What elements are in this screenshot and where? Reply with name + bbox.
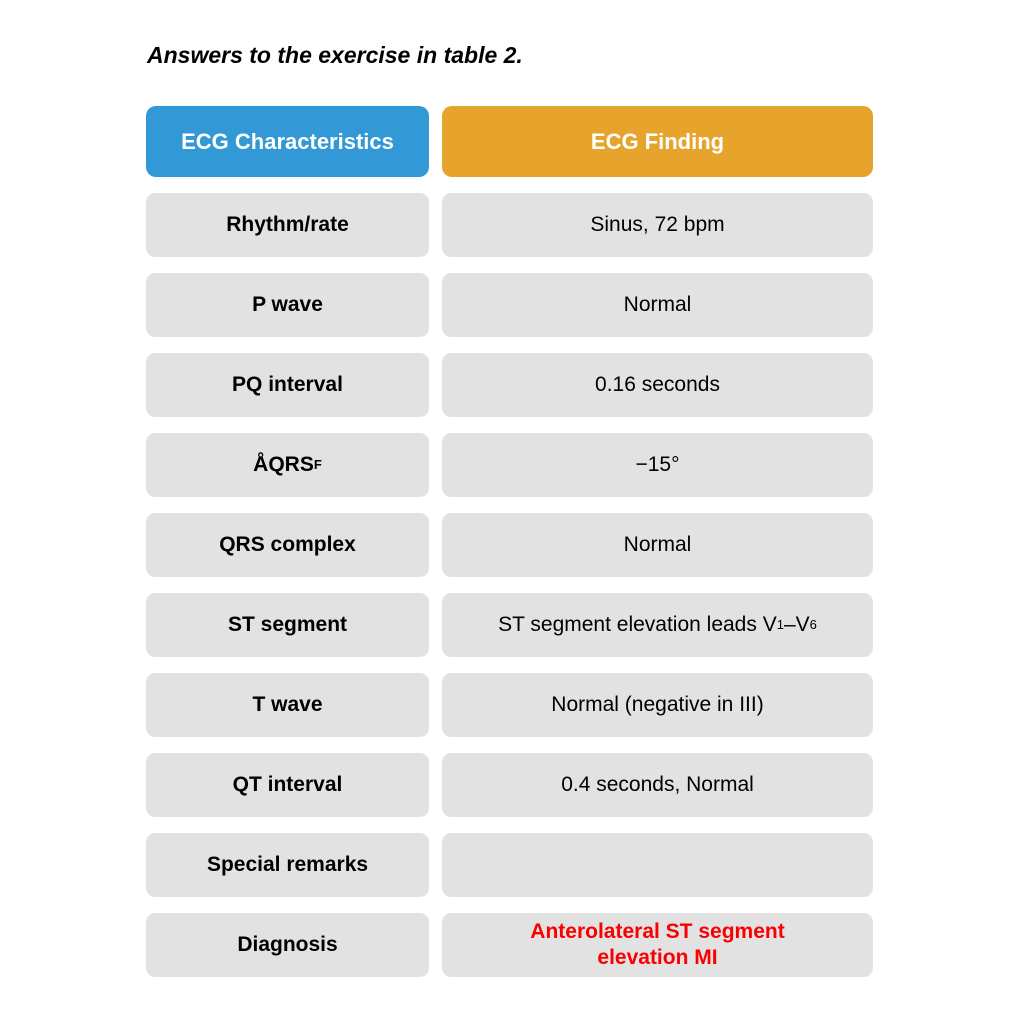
row-label-cell: P wave [146,273,429,337]
header-cell-ecg-finding: ECG Finding [442,106,873,177]
row-label-cell: QRS complex [146,513,429,577]
row-value-cell: Normal [442,513,873,577]
row-value-cell [442,833,873,897]
row-value-cell: 0.4 seconds, Normal [442,753,873,817]
row-label-cell: Rhythm/rate [146,193,429,257]
row-value-cell: Sinus, 72 bpm [442,193,873,257]
row-label-cell: QT interval [146,753,429,817]
row-value-cell: Normal [442,273,873,337]
row-label-cell: Diagnosis [146,913,429,977]
row-label-cell: ÅQRS F [146,433,429,497]
header-cell-ecg-characteristics: ECG Characteristics [146,106,429,177]
row-value-cell: ST segment elevation leads V 1 –V 6 [442,593,873,657]
row-value-cell-diagnosis: Anterolateral ST segment elevation MI [442,913,873,977]
table-caption: Answers to the exercise in table 2. [147,42,523,68]
row-value-cell: −15° [442,433,873,497]
row-label-cell: ST segment [146,593,429,657]
row-label-cell: Special remarks [146,833,429,897]
row-value-cell: Normal (negative in III) [442,673,873,737]
ecg-answer-table: ECG Characteristics ECG Finding Rhythm/r… [146,106,873,977]
row-label-cell: PQ interval [146,353,429,417]
row-value-cell: 0.16 seconds [442,353,873,417]
row-label-cell: T wave [146,673,429,737]
